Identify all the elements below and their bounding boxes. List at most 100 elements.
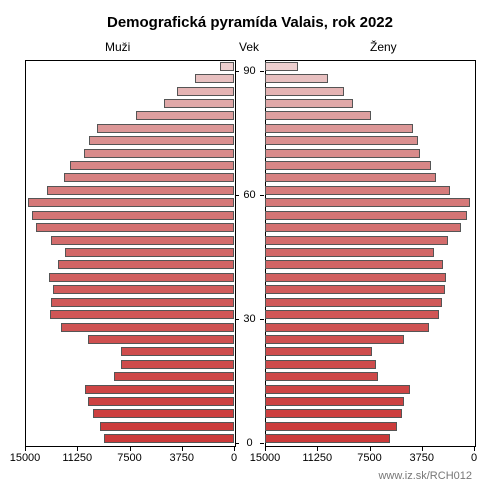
- bar-men: [61, 323, 234, 332]
- x-tick-label: 0: [231, 452, 237, 464]
- bar-women: [265, 323, 429, 332]
- x-tick: [25, 446, 26, 451]
- watermark: www.iz.sk/RCH012: [378, 470, 472, 482]
- bar-women: [265, 62, 298, 71]
- age-tick: [235, 71, 239, 72]
- x-tick: [422, 446, 423, 451]
- bar-men: [36, 223, 234, 232]
- age-tick: [235, 319, 239, 320]
- x-tick-label: 0: [471, 452, 477, 464]
- age-tick: [260, 443, 264, 444]
- bar-men: [89, 136, 234, 145]
- x-tick-label: 15000: [250, 452, 281, 464]
- bar-men: [136, 111, 234, 120]
- bar-men: [121, 360, 234, 369]
- bar-men: [195, 74, 234, 83]
- bar-men: [84, 149, 234, 158]
- x-tick: [77, 446, 78, 451]
- bar-men: [58, 260, 234, 269]
- bar-women: [265, 385, 410, 394]
- bar-men: [121, 347, 234, 356]
- bar-women: [265, 173, 436, 182]
- label-women: Ženy: [370, 40, 397, 54]
- bar-men: [104, 434, 234, 443]
- x-tick-label: 3750: [170, 452, 194, 464]
- bar-men: [220, 62, 234, 71]
- bar-men: [93, 409, 234, 418]
- bar-men: [70, 161, 234, 170]
- age-tick-label: 0: [237, 437, 262, 449]
- bar-women: [265, 347, 372, 356]
- bar-men: [164, 99, 234, 108]
- bar-women: [265, 335, 404, 344]
- age-tick: [260, 195, 264, 196]
- bar-women: [265, 223, 461, 232]
- bar-women: [265, 397, 404, 406]
- bar-women: [265, 136, 418, 145]
- bar-women: [265, 248, 434, 257]
- bar-men: [97, 124, 234, 133]
- age-tick: [235, 195, 239, 196]
- x-tick: [317, 446, 318, 451]
- bar-men: [114, 372, 234, 381]
- bar-men: [88, 335, 234, 344]
- chart-container: Demografická pyramída Valais, rok 2022 M…: [0, 0, 500, 500]
- x-tick-label: 11250: [62, 452, 92, 464]
- bar-women: [265, 422, 397, 431]
- bar-men: [28, 198, 234, 207]
- x-tick: [130, 446, 131, 451]
- x-tick-label: 7500: [357, 452, 381, 464]
- label-age: Vek: [239, 40, 259, 54]
- bar-women: [265, 273, 446, 282]
- x-tick: [234, 446, 235, 451]
- x-tick-label: 7500: [117, 452, 141, 464]
- bar-men: [51, 298, 234, 307]
- x-tick: [370, 446, 371, 451]
- bar-women: [265, 285, 445, 294]
- bar-women: [265, 124, 413, 133]
- age-tick: [260, 319, 264, 320]
- age-tick-label: 60: [237, 189, 262, 201]
- x-tick-label: 15000: [10, 452, 41, 464]
- bar-men: [64, 173, 234, 182]
- bar-men: [88, 397, 234, 406]
- age-tick: [235, 443, 239, 444]
- bar-men: [65, 248, 234, 257]
- bar-men: [32, 211, 234, 220]
- bar-women: [265, 434, 390, 443]
- bar-men: [100, 422, 234, 431]
- bar-women: [265, 161, 431, 170]
- x-tick: [265, 446, 266, 451]
- age-tick: [260, 71, 264, 72]
- bar-women: [265, 87, 344, 96]
- bar-men: [51, 236, 234, 245]
- bar-women: [265, 372, 378, 381]
- bar-women: [265, 149, 420, 158]
- bar-women: [265, 111, 371, 120]
- bar-women: [265, 310, 439, 319]
- bar-women: [265, 186, 450, 195]
- bar-men: [49, 273, 234, 282]
- x-tick-label: 3750: [410, 452, 434, 464]
- label-men: Muži: [105, 40, 130, 54]
- bar-women: [265, 236, 448, 245]
- x-tick: [182, 446, 183, 451]
- bar-women: [265, 260, 443, 269]
- bar-men: [85, 385, 234, 394]
- x-tick: [474, 446, 475, 451]
- bar-men: [177, 87, 234, 96]
- chart-title: Demografická pyramída Valais, rok 2022: [50, 14, 450, 31]
- bar-women: [265, 360, 376, 369]
- age-tick-label: 30: [237, 313, 262, 325]
- x-tick-label: 11250: [302, 452, 332, 464]
- bar-women: [265, 298, 442, 307]
- bar-women: [265, 99, 353, 108]
- bar-men: [47, 186, 234, 195]
- bar-women: [265, 198, 470, 207]
- bar-women: [265, 74, 328, 83]
- bar-women: [265, 211, 467, 220]
- bar-men: [53, 285, 234, 294]
- age-tick-label: 90: [237, 65, 262, 77]
- bar-men: [50, 310, 234, 319]
- bar-women: [265, 409, 402, 418]
